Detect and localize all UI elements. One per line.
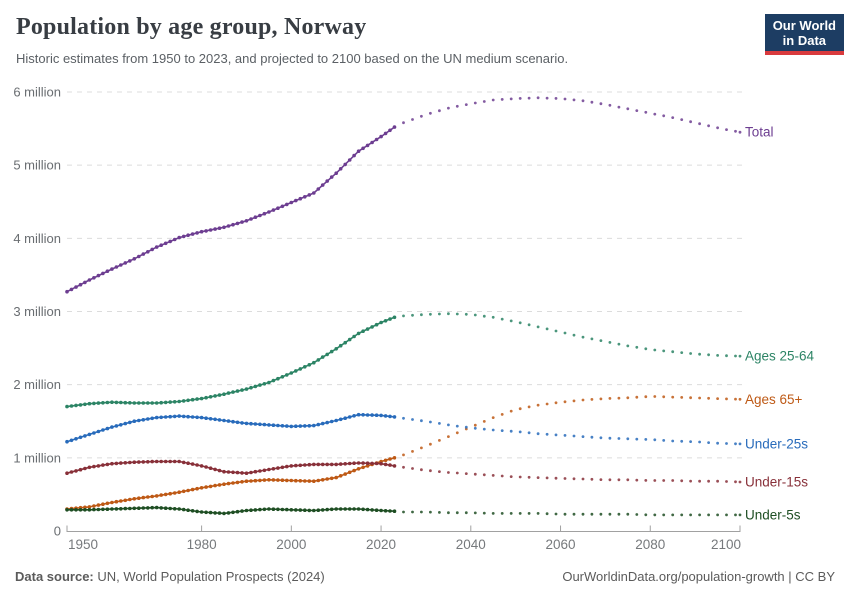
series-ages-25-64: Ages 25-64 (65, 312, 815, 409)
x-tick-label: 2020 (366, 537, 396, 552)
x-tick-label: 2080 (635, 537, 665, 552)
y-tick-label: 2 million (13, 377, 61, 392)
y-axis-labels: 0 1 million 2 million 3 million 4 million 5 m… (13, 84, 61, 538)
series-label-total[interactable]: Total (745, 125, 774, 140)
owid-logo-line2: in Data (782, 33, 827, 48)
y-tick-label: 6 million (13, 84, 61, 99)
y-tick-label: 5 million (13, 158, 61, 173)
y-tick-label: 1 million (13, 450, 61, 465)
page-title: Population by age group, Norway (16, 14, 367, 40)
series-label-under-25s[interactable]: Under-25s (745, 436, 808, 451)
data-source-text: UN, World Population Prospects (2024) (93, 569, 325, 584)
series-under-25s: Under-25s (65, 412, 808, 451)
series-label-ages-25-64[interactable]: Ages 25-64 (745, 349, 815, 364)
x-tick-label: 2040 (456, 537, 486, 552)
x-axis: 1950 1980 2000 2020 2040 2060 2080 2100 (66, 525, 741, 552)
y-tick-label: 3 million (13, 304, 61, 319)
series-ages-65-: Ages 65+ (65, 392, 803, 511)
owid-logo-line1: Our World (772, 18, 836, 33)
x-tick-label: 2100 (711, 537, 741, 552)
data-source-label: Data source: (15, 569, 94, 584)
chart-subtitle: Historic estimates from 1950 to 2023, an… (16, 51, 569, 66)
owid-citation-link[interactable]: OurWorldinData.org/population-growth | C… (562, 569, 835, 584)
data-source: Data source: UN, World Population Prospe… (15, 569, 325, 584)
series-label-ages-65-[interactable]: Ages 65+ (745, 392, 803, 407)
y-tick-label: 4 million (13, 231, 61, 246)
x-tick-label: 2060 (546, 537, 576, 552)
y-tick-label: 0 (54, 524, 61, 539)
owid-logo[interactable]: Our World in Data (764, 14, 844, 55)
series-label-under-5s[interactable]: Under-5s (745, 507, 801, 522)
x-tick-label: 1980 (187, 537, 217, 552)
x-tick-label: 2000 (276, 537, 306, 552)
series-under-5s: Under-5s (65, 505, 801, 522)
chart-footer: Data source: UN, World Population Prospe… (0, 569, 850, 584)
series-total: Total (65, 96, 774, 294)
x-tick-label: 1950 (68, 537, 98, 552)
series-under-15s: Under-15s (65, 459, 808, 489)
series-label-under-15s[interactable]: Under-15s (745, 474, 808, 489)
